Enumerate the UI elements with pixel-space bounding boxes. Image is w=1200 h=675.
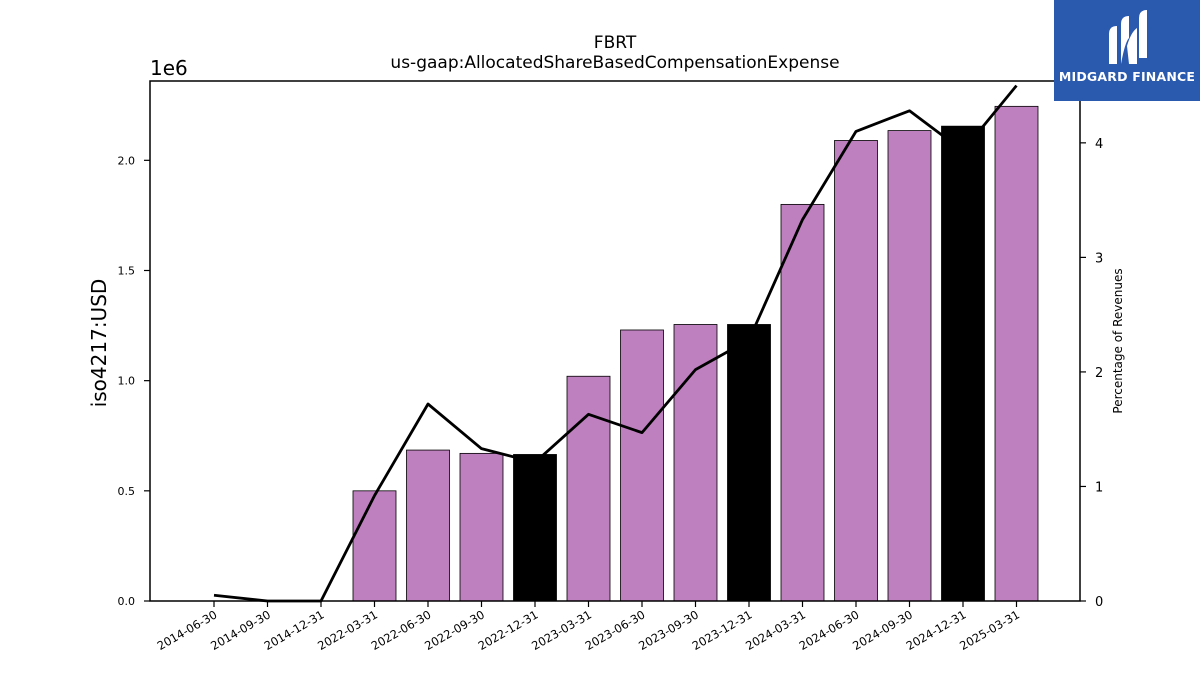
bar (513, 454, 557, 602)
bar (566, 375, 611, 602)
chart-subtitle: us-gaap:AllocatedShareBasedCompensationE… (390, 53, 839, 73)
x-tick-label: 2022-06-30 (369, 607, 434, 653)
x-tick-label: 2014-12-31 (262, 607, 327, 653)
x-tick-label: 2022-09-30 (422, 607, 487, 653)
x-axis: 2014-06-302014-09-302014-12-312022-03-31… (155, 601, 1022, 653)
bar (352, 490, 397, 602)
logo-text: MIDGARD FINANCE (1058, 69, 1196, 84)
x-tick-label: 2023-09-30 (636, 607, 701, 653)
chart-title: FBRT (594, 33, 637, 53)
y2-tick-label: 1 (1095, 480, 1103, 495)
y-tick-label: 2.0 (118, 154, 136, 167)
x-tick-label: 2022-12-31 (476, 607, 541, 653)
bar (620, 329, 664, 602)
bar (887, 130, 932, 602)
x-tick-label: 2022-03-31 (315, 607, 380, 653)
midgard-logo-icon (1109, 10, 1147, 64)
y2-axis-label: Percentage of Revenues (1111, 268, 1125, 413)
y-axis-label: iso4217:USD (87, 279, 111, 408)
bar (727, 324, 771, 602)
x-tick-label: 2024-09-30 (850, 607, 915, 653)
logo: MIDGARD FINANCE (1054, 0, 1200, 101)
y2-tick-label: 4 (1095, 137, 1103, 152)
x-tick-label: 2024-12-31 (904, 607, 969, 653)
bar (673, 324, 718, 602)
bar (459, 452, 504, 602)
y2-tick-label: 2 (1095, 366, 1103, 381)
bar (780, 203, 825, 602)
y-tick-label: 0.0 (118, 595, 136, 608)
x-tick-label: 2023-06-30 (583, 607, 648, 653)
x-tick-label: 2023-12-31 (690, 607, 755, 653)
x-tick-label: 2024-03-31 (743, 607, 808, 653)
y-multiplier-label: 1e6 (150, 56, 188, 80)
y-axis-right: 0 1 2 3 4 (1080, 137, 1103, 610)
bar (834, 140, 878, 602)
x-tick-label: 2023-03-31 (529, 607, 594, 653)
x-tick-label: 2025-03-31 (957, 607, 1022, 653)
y-tick-label: 1.5 (118, 264, 136, 277)
x-tick-label: 2024-06-30 (797, 607, 862, 653)
y2-tick-label: 0 (1095, 595, 1103, 610)
bars-layer (352, 105, 1039, 602)
y-tick-label: 0.5 (118, 485, 136, 498)
x-tick-label: 2014-09-30 (208, 607, 273, 653)
y-tick-label: 1.0 (118, 375, 136, 388)
y-axis-left: 0.0 0.5 1.0 1.5 2.0 (118, 154, 150, 608)
plot-frame (149, 80, 1081, 602)
series-line (213, 84, 1018, 603)
bar (941, 125, 985, 602)
y2-tick-label: 3 (1095, 251, 1103, 266)
x-tick-label: 2014-06-30 (155, 607, 220, 653)
bar (994, 105, 1039, 602)
bar (406, 449, 450, 602)
